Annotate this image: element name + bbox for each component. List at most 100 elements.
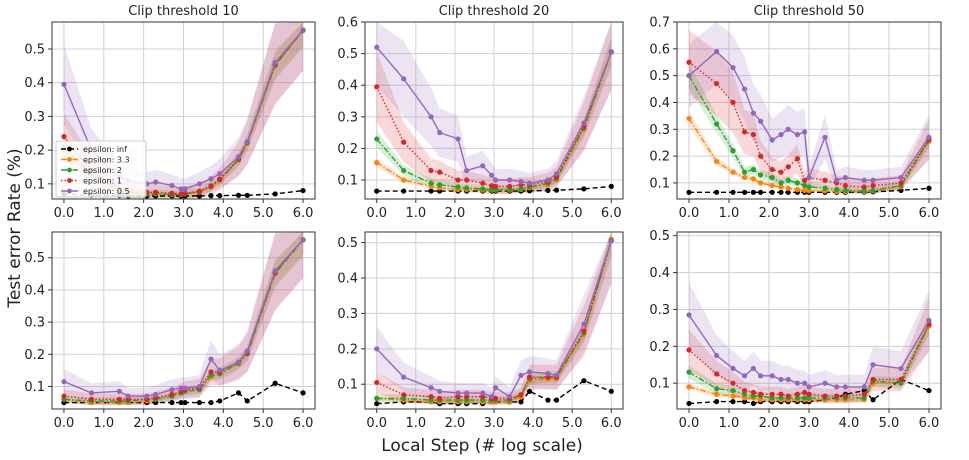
data-point (750, 132, 757, 138)
data-point (758, 172, 764, 178)
data-point (480, 186, 486, 192)
data-point (244, 348, 250, 354)
data-point (870, 187, 876, 194)
data-point (861, 177, 867, 183)
data-point (300, 27, 306, 33)
x-tick-label: 1.0 (405, 206, 426, 221)
data-point (686, 73, 692, 79)
data-point (518, 186, 524, 192)
data-point (686, 189, 692, 195)
y-tick-label: 0.1 (649, 176, 670, 191)
x-tick-label: 2.0 (759, 416, 780, 431)
data-point (272, 268, 278, 274)
data-point (153, 189, 159, 195)
data-point (785, 185, 791, 191)
data-point (507, 394, 513, 400)
x-tick-label: 1.0 (719, 416, 740, 431)
data-point (785, 376, 791, 383)
x-tick-label: 0.0 (679, 206, 700, 221)
y-tick-label: 0.4 (337, 272, 358, 287)
data-point (492, 183, 499, 189)
data-point (785, 393, 791, 399)
x-tick-label: 6.0 (919, 416, 940, 431)
data-point (834, 393, 840, 399)
data-point (178, 385, 184, 391)
data-point (861, 188, 867, 194)
data-point (870, 182, 876, 189)
x-tick-label: 1.0 (93, 206, 114, 221)
data-point (842, 384, 849, 390)
x-tick-label: 2.0 (133, 206, 154, 221)
data-point (178, 191, 184, 197)
data-point (861, 395, 867, 401)
data-point (870, 362, 876, 368)
data-point (61, 393, 67, 399)
legend-marker (67, 146, 72, 152)
data-point (742, 395, 748, 401)
data-point (526, 388, 533, 394)
data-point (526, 180, 533, 186)
data-point (208, 369, 214, 375)
data-point (794, 391, 801, 397)
panel-1: 0.0 1.0 2.0 3.0 4.0 5.0 6.0 0.1 0.2 0.3 0.4 0.5 Clip… (24, 4, 316, 221)
data-point (196, 193, 203, 199)
panel-2: 0.0 1.0 2.0 3.0 4.0 5.0 6.0 0.1 0.2 0.3 0.4 0.5 0.6 C… (337, 4, 624, 221)
band-epsilon-1 (64, 232, 303, 406)
data-point (300, 390, 306, 396)
panel-3: 0.0 1.0 2.0 3.0 4.0 5.0 6.0 0.1 0.2 0.3 0.4 0.5 0.6 0… (649, 4, 942, 221)
data-point (437, 388, 443, 394)
data-point (489, 172, 495, 178)
data-point (686, 369, 692, 375)
data-point (842, 174, 849, 181)
figure-ylabel: Test error Rate (%) (5, 148, 25, 308)
panel-title: Clip threshold 20 (439, 4, 550, 19)
data-point (926, 317, 932, 324)
data-point (455, 184, 461, 190)
data-point (834, 177, 840, 183)
data-point (802, 129, 808, 135)
data-point (742, 399, 748, 405)
series-line-epsilon-1 (376, 51, 612, 188)
band-epsilon-1 (376, 232, 612, 405)
data-point (794, 132, 801, 138)
data-point (714, 158, 720, 165)
y-tick-label: 0.2 (649, 340, 670, 355)
data-point (806, 174, 812, 181)
x-tick-label: 3.0 (484, 206, 505, 221)
data-point (870, 177, 876, 183)
data-point (492, 177, 499, 183)
y-tick-label: 0.4 (24, 76, 45, 91)
data-point (750, 176, 757, 182)
data-point (455, 136, 461, 142)
y-tick-label: 0.1 (337, 378, 358, 393)
panel-5: 0.0 1.0 2.0 3.0 4.0 5.0 6.0 0.1 0.2 0.3 0.4 0.5 (337, 231, 624, 431)
data-point (492, 395, 499, 401)
x-tick-label: 6.0 (293, 206, 314, 221)
x-tick-label: 2.0 (133, 416, 154, 431)
data-point (750, 189, 757, 195)
data-point (553, 372, 560, 378)
series-line-epsilon-0-5 (376, 240, 612, 398)
data-point (822, 393, 828, 399)
data-point (898, 380, 904, 386)
y-tick-label: 0.2 (24, 348, 45, 363)
data-point (742, 174, 748, 181)
data-point (88, 396, 95, 402)
data-point (169, 391, 175, 398)
legend-marker (67, 167, 72, 173)
data-point (758, 189, 764, 195)
data-point (686, 347, 692, 353)
data-point (235, 154, 242, 160)
data-point (464, 390, 470, 396)
data-point (730, 365, 736, 372)
band-epsilon-0-5 (376, 232, 612, 406)
y-tick-label: 0.3 (24, 110, 45, 125)
band-epsilon-0-5 (376, 22, 612, 194)
data-point (730, 393, 736, 399)
data-point (178, 186, 184, 192)
y-tick-label: 0.3 (24, 316, 45, 331)
data-point (208, 193, 214, 199)
data-point (401, 139, 407, 145)
data-point (750, 365, 757, 372)
legend-label: epsilon: 3.3 (83, 156, 130, 165)
